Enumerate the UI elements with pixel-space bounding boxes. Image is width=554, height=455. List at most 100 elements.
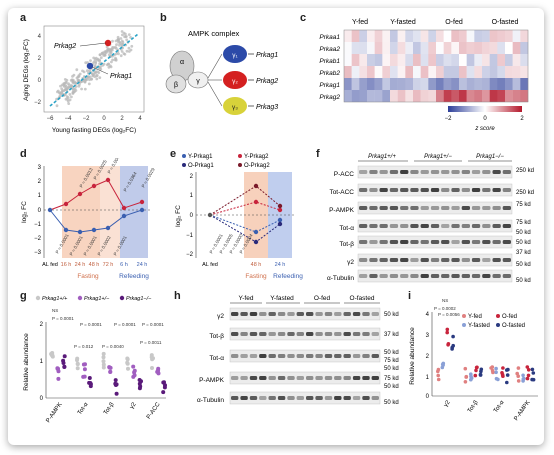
f-row-label: Tot-β xyxy=(339,241,354,248)
scatter-point xyxy=(80,87,83,91)
heatmap-cell xyxy=(497,42,506,54)
heatmap-cell xyxy=(428,66,437,78)
blot-band xyxy=(482,258,491,262)
blot-band xyxy=(492,258,501,262)
data-point xyxy=(478,372,483,377)
heatmap-cell xyxy=(459,54,467,66)
heatmap-cell xyxy=(474,54,483,66)
blot-band xyxy=(502,274,511,278)
scatter-point xyxy=(107,62,110,66)
blot-band xyxy=(334,376,342,380)
heatmap-cell xyxy=(390,42,398,54)
blot-band xyxy=(369,240,378,244)
h-marker: 50 kd xyxy=(384,384,399,390)
blot-band xyxy=(259,396,267,400)
scatter-point xyxy=(127,33,131,36)
blot-band xyxy=(306,396,314,400)
blot-band xyxy=(389,206,399,210)
blot-band xyxy=(502,258,511,262)
e-legend: Y-Prkag1 xyxy=(188,154,213,160)
c-group: Y-fed xyxy=(352,19,368,26)
g-category: P-ACC xyxy=(146,401,162,420)
blot-band xyxy=(249,312,258,316)
scatter-point xyxy=(99,67,103,71)
gamma1-symbol: γ₁ xyxy=(232,52,238,59)
heatmap-cell xyxy=(344,42,352,54)
data-point xyxy=(436,373,440,378)
heatmap-cell xyxy=(405,42,414,54)
heatmap-cell xyxy=(351,54,360,66)
c-legend-min: −2 xyxy=(445,116,453,122)
b-alpha: α xyxy=(180,59,184,66)
heatmap-cell xyxy=(497,66,506,78)
h-marker: 50 kd xyxy=(384,366,399,372)
scatter-point xyxy=(98,53,102,56)
a-xtick: −4 xyxy=(65,116,73,122)
blot-band xyxy=(359,240,368,244)
heatmap-cell xyxy=(382,54,391,66)
blot-band xyxy=(231,312,239,316)
blot-band xyxy=(441,240,450,244)
blot-band xyxy=(471,240,481,244)
panel-c-heatmap: Y-fed Y-fasted O-fed O-fasted Prkaa1 Prk… xyxy=(319,19,529,132)
data-point xyxy=(113,381,118,386)
data-point xyxy=(62,354,67,359)
panel-b-diagram: AMPK complex α β γ γ₁ γ₂ γ₃ Prkag1 Prkag… xyxy=(165,29,278,115)
blot-band xyxy=(296,332,304,336)
scatter-point xyxy=(92,56,96,60)
heatmap-cell xyxy=(466,54,475,66)
blot-band xyxy=(451,258,460,262)
heatmap-cell xyxy=(367,42,375,54)
a-xtick: 2 xyxy=(120,116,124,122)
regression-line xyxy=(49,33,139,107)
blot-band xyxy=(324,354,333,358)
heatmap-cell xyxy=(505,54,513,66)
scatter-point xyxy=(120,39,124,43)
i-ytick: 2 xyxy=(426,354,430,360)
scatter-point xyxy=(122,31,126,35)
blot-band xyxy=(371,396,379,400)
blot-band xyxy=(471,224,481,228)
data-point xyxy=(501,366,505,370)
scatter-point xyxy=(123,52,127,56)
heatmap-cell xyxy=(382,90,391,102)
data-point xyxy=(83,362,87,367)
heatmap-cell xyxy=(420,66,429,78)
heatmap-cell xyxy=(474,90,483,102)
heatmap-cell xyxy=(497,78,506,90)
heatmap-cell xyxy=(374,30,383,42)
heatmap-cell xyxy=(405,54,414,66)
panel-b-letter: b xyxy=(160,12,167,24)
e-legend: O-Prkag1 xyxy=(188,163,214,169)
blot-band xyxy=(441,258,450,262)
blot-band xyxy=(240,396,248,400)
heatmap-cell xyxy=(489,42,498,54)
gamma3-symbol: γ₃ xyxy=(232,104,238,111)
panel-i-letter: i xyxy=(408,290,412,302)
heatmap-cell xyxy=(482,90,490,102)
scatter-point xyxy=(127,50,131,53)
data-point xyxy=(151,356,155,361)
blot-band xyxy=(268,332,276,336)
c-group: Y-fasted xyxy=(390,19,416,26)
blot-band xyxy=(410,258,419,262)
heatmap-cell xyxy=(459,90,467,102)
f-row-label: P-AMPK xyxy=(329,207,355,214)
blot-band xyxy=(502,240,511,244)
heatmap-cell xyxy=(359,54,368,66)
blot-band xyxy=(296,396,304,400)
gamma3-gene: Prkag3 xyxy=(256,104,278,111)
scatter-point xyxy=(115,52,118,56)
blot-band xyxy=(420,258,429,262)
blot-band xyxy=(277,376,286,380)
blot-band xyxy=(389,170,399,174)
i-pvalue: P = 0.0002 xyxy=(434,306,456,311)
data-point xyxy=(530,367,535,372)
blot-band xyxy=(410,224,419,228)
scatter-point xyxy=(60,87,64,91)
scatter-point xyxy=(66,96,70,99)
data-point xyxy=(505,373,510,377)
heatmap-cell xyxy=(436,90,444,102)
scatter-point xyxy=(129,36,132,39)
blot-band xyxy=(400,240,409,244)
